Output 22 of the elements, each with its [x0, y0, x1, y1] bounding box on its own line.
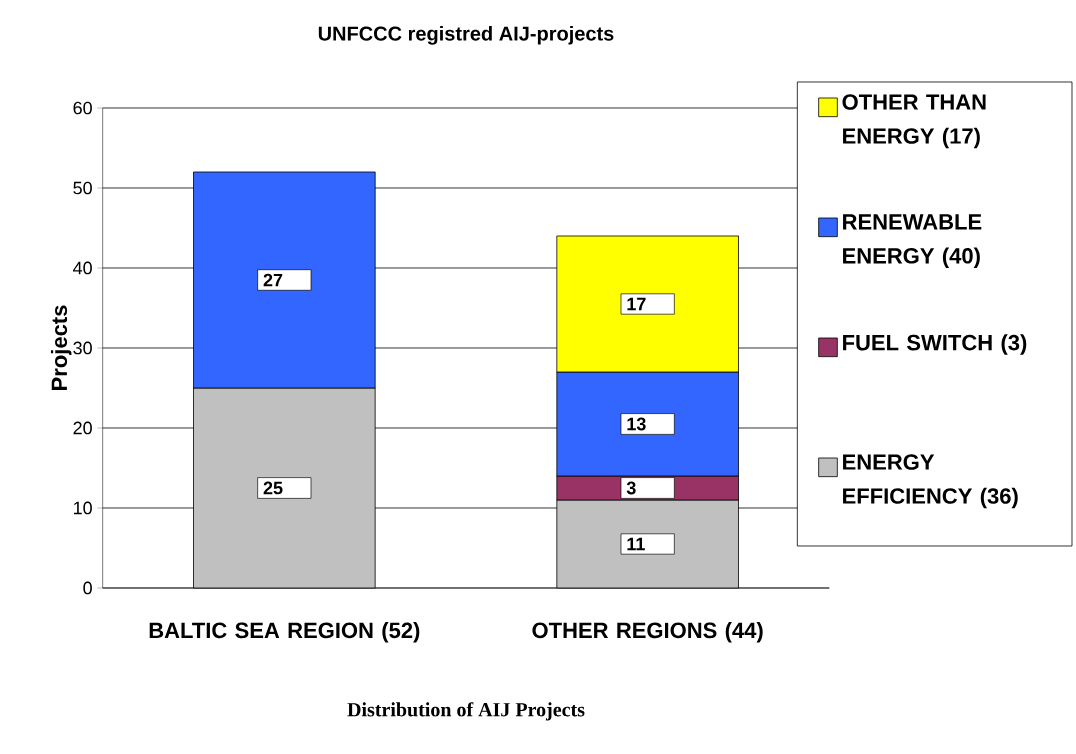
y-tick-label: 0: [83, 581, 92, 595]
y-tick-label: 30: [73, 341, 92, 355]
data-label: 27: [263, 273, 283, 287]
y-tick-label: 20: [73, 421, 92, 435]
data-label: 25: [263, 481, 283, 495]
y-tick-label: 50: [73, 181, 92, 195]
y-tick-label: 40: [73, 261, 92, 275]
y-tick-label: 10: [73, 501, 92, 515]
x-tick-label: OTHER REGIONS (44): [532, 622, 763, 643]
chart-title: UNFCCC registred AIJ-projects: [318, 25, 614, 45]
legend-label: OTHER THAN ENERGY (17): [842, 94, 986, 149]
data-label: 3: [626, 481, 636, 495]
data-label: 17: [627, 297, 646, 311]
legend-label: ENERGY EFFICIENCY (36): [843, 454, 1018, 509]
y-axis-title: Projects: [50, 305, 72, 390]
legend-label: FUEL SWITCH (3): [843, 334, 1027, 355]
y-tick-label: 60: [73, 101, 92, 115]
text: Distribution of AIJ Projects: [347, 702, 585, 721]
x-tick-label: BALTIC SEA REGION (52): [149, 622, 420, 643]
legend-label: RENEWABLE ENERGY (40): [843, 214, 982, 268]
data-label: 13: [627, 417, 646, 431]
data-label: 11: [627, 537, 645, 551]
